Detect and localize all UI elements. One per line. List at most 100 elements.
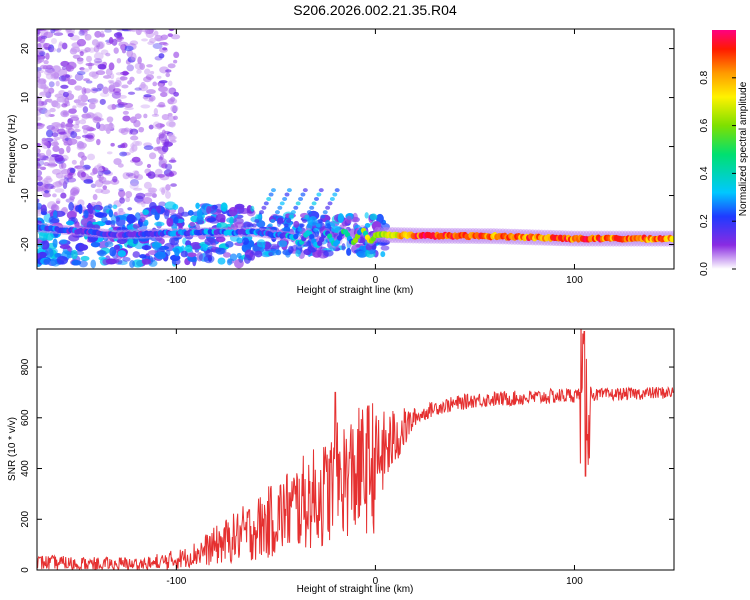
spectrogram-band-blob xyxy=(115,216,121,222)
spectrogram-noise-blob xyxy=(107,104,118,111)
spectrogram-band-blob xyxy=(68,234,80,242)
spectrogram-band-blob xyxy=(132,251,141,258)
spectrogram-noise-blob xyxy=(37,100,45,107)
spectrogram-noise-blob xyxy=(46,129,54,138)
spectrogram-noise-blob xyxy=(73,99,81,104)
spectrogram-noise-blob xyxy=(79,67,85,71)
spectrogram-noise-blob xyxy=(61,103,68,108)
spectrogram-noise-blob xyxy=(128,173,137,179)
spectrogram-noise-blob xyxy=(57,128,66,135)
spectrogram-noise-blob xyxy=(140,81,146,89)
spectrogram-noise-blob xyxy=(112,82,120,88)
spectrogram-noise-blob xyxy=(47,162,57,168)
spectrogram-noise-blob xyxy=(158,86,168,93)
spectrogram-noise-blob xyxy=(97,63,107,70)
spectrogram-band-blob xyxy=(225,241,234,248)
spectrogram-noise-blob xyxy=(43,162,50,167)
spectrogram-band-blob xyxy=(93,205,104,211)
spectrogram-band-blob xyxy=(40,240,50,250)
spectrogram-noise-blob xyxy=(37,78,44,86)
spectrogram-streak-blob xyxy=(293,205,299,210)
spectrogram-noise-blob xyxy=(51,37,57,44)
spectrogram-noise-blob xyxy=(75,100,85,108)
spectrogram-noise-blob xyxy=(83,179,94,184)
spectrogram-noise-blob xyxy=(160,91,168,98)
spectrogram-band-blob xyxy=(234,258,244,269)
spectrogram-noise-blob xyxy=(143,192,154,197)
spectrogram-band-blob xyxy=(356,250,368,258)
spectrogram-band-blob xyxy=(238,207,250,214)
spectrogram-noise-blob xyxy=(165,120,176,127)
spectrogram-noise-blob xyxy=(150,70,155,75)
spectrogram-noise-blob xyxy=(169,139,177,143)
spectrogram-noise-blob xyxy=(70,131,78,139)
spectrogram-noise-blob xyxy=(70,116,80,121)
spectrogram-band-blob xyxy=(370,243,377,250)
spectrogram-noise-blob xyxy=(42,19,47,26)
spectrogram-band-blob xyxy=(44,248,54,258)
spectrogram-band-blob xyxy=(180,211,190,217)
spectrogram-noise-blob xyxy=(168,80,173,87)
spectrogram-streak-blob xyxy=(325,205,331,210)
spectrogram-noise-blob xyxy=(86,55,92,63)
spectrogram-noise-blob xyxy=(39,166,47,171)
spectrogram-noise-blob xyxy=(38,123,46,127)
spectrogram-frame xyxy=(36,28,675,270)
spectrogram-noise-blob xyxy=(117,163,124,168)
spectrogram-noise-blob xyxy=(134,62,144,70)
spectrogram-streak-blob xyxy=(268,192,274,197)
spectrogram-streak-blob xyxy=(299,223,305,228)
spectrogram-noise-blob xyxy=(99,33,106,38)
spectrogram-noise-blob xyxy=(141,38,148,42)
spectrogram-noise-blob xyxy=(85,62,95,67)
spectrogram-noise-blob xyxy=(67,32,74,37)
spectrogram-band-blob xyxy=(169,254,181,262)
spectrogram-noise-blob xyxy=(69,196,75,201)
spectrogram-noise-blob xyxy=(173,91,179,97)
spectrogram-noise-blob xyxy=(138,29,148,33)
spectrogram-streak-blob xyxy=(315,223,321,228)
spectrogram-noise-blob xyxy=(115,77,122,84)
spectrogram-noise-blob xyxy=(51,168,62,175)
spectrogram-noise-blob xyxy=(145,74,155,80)
spectrogram-noise-blob xyxy=(40,29,49,37)
spectrogram-band-blob xyxy=(222,252,231,258)
spectrogram-streak-blob xyxy=(295,201,301,206)
spectrogram-band-blob xyxy=(364,212,369,219)
spectrogram-band-blob xyxy=(38,251,47,258)
spectrogram-noise-blob xyxy=(133,119,141,128)
spectrogram-band-blob xyxy=(110,220,117,225)
spectrogram-noise-blob xyxy=(43,177,53,183)
spectrogram-noise-blob xyxy=(106,151,113,155)
spectrogram-streak-blob xyxy=(261,205,267,210)
spectrogram-band-blob xyxy=(108,209,114,218)
spectrogram-band-blob xyxy=(112,204,118,210)
spectrogram-noise-blob xyxy=(120,143,126,149)
spectrogram-band-blob xyxy=(90,259,97,269)
spectrogram-streak-blob xyxy=(279,201,285,206)
spectrogram-band-blob xyxy=(94,212,105,218)
spectrogram-noise-blob xyxy=(76,38,87,47)
spectrogram-noise-blob xyxy=(88,62,93,70)
spectrogram-noise-blob xyxy=(137,25,146,29)
spectrogram-band-blob xyxy=(154,251,166,260)
spectrogram-band-blob xyxy=(139,254,147,259)
spectrogram-noise-blob xyxy=(65,122,73,131)
spectrogram-noise-blob xyxy=(81,117,88,121)
spectrogram-noise-blob xyxy=(113,32,123,38)
spectrogram-noise-blob xyxy=(143,96,154,102)
spectrogram-band-blob xyxy=(365,243,373,251)
spectrogram-noise-blob xyxy=(46,149,52,157)
snr-y-tick-label: 0 xyxy=(20,567,31,573)
spectrogram-noise-blob xyxy=(90,183,97,189)
spectrogram-noise-blob xyxy=(43,42,51,50)
spectrogram-noise-blob xyxy=(96,138,101,146)
spectrogram-noise-blob xyxy=(170,105,179,113)
spectrogram-noise-blob xyxy=(146,89,156,95)
spectrogram-streak-blob xyxy=(298,196,304,201)
spectrogram-noise-blob xyxy=(85,80,93,84)
spectrogram-noise-blob xyxy=(147,171,156,179)
spectrogram-noise-blob xyxy=(77,58,84,65)
spectrogram-noise-blob xyxy=(158,201,166,207)
